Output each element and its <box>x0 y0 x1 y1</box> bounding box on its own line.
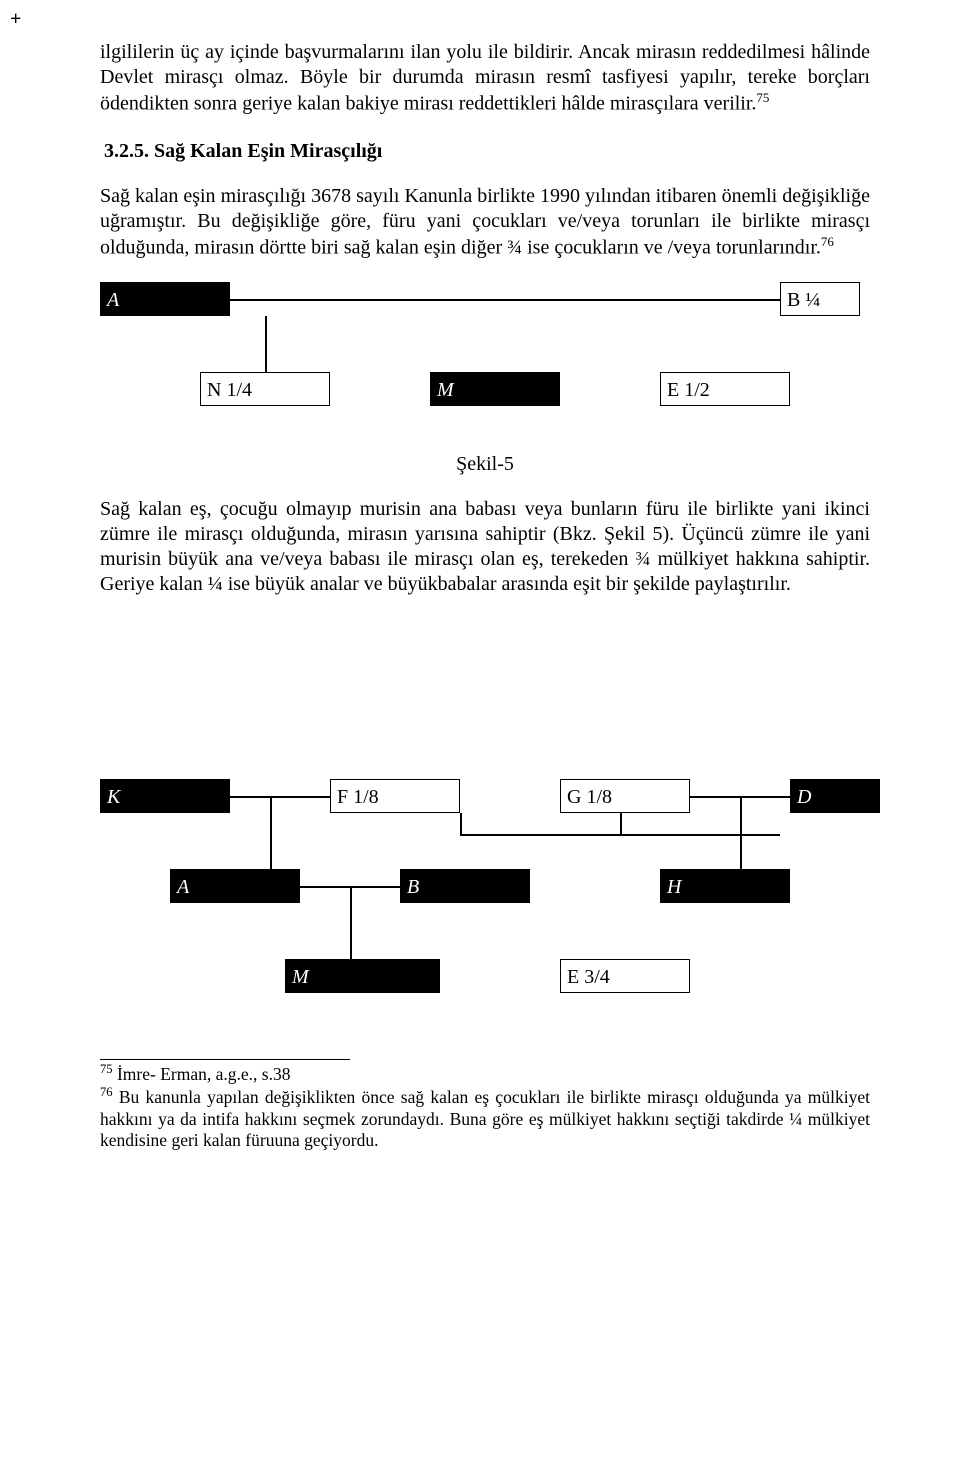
diagram-node-E34: E 3/4 <box>560 959 690 993</box>
footnote-75: 75 İmre- Erman, a.g.e., s.38 <box>100 1062 870 1085</box>
footnote-ref-76: 76 <box>821 234 834 249</box>
paragraph-2: Sağ kalan eşin mirasçılığı 3678 sayılı K… <box>100 184 870 261</box>
spacer <box>100 619 870 779</box>
connector <box>460 834 780 836</box>
diagram-node-N14: N 1/4 <box>200 372 330 406</box>
document-page: ilgililerin üç ay içinde başvurmalarını … <box>0 0 960 1191</box>
paragraph-1-text: ilgililerin üç ay içinde başvurmalarını … <box>100 41 870 115</box>
footnote-separator <box>100 1059 350 1060</box>
connector <box>265 316 267 372</box>
diagram-caption-5: Şekil-5 <box>100 452 870 477</box>
connector <box>460 813 462 834</box>
page-marker: + <box>10 8 21 31</box>
diagram-node-B: B <box>400 869 530 903</box>
footnote-76: 76 Bu kanunla yapılan değişiklikten önce… <box>100 1085 870 1151</box>
paragraph-3: Sağ kalan eş, çocuğu olmayıp murisin ana… <box>100 497 870 597</box>
diagram-node-B14: B ¼ <box>780 282 860 316</box>
diagram-node-M: M <box>430 372 560 406</box>
diagram-sekil-5: A B ¼ N 1/4 M E 1/2 <box>100 282 870 422</box>
connector <box>270 796 272 869</box>
footnote-76-num: 76 <box>100 1085 113 1099</box>
diagram-node-F18: F 1/8 <box>330 779 460 813</box>
diagram-node-D: D <box>790 779 880 813</box>
connector <box>350 886 352 959</box>
diagram-node-A: A <box>100 282 230 316</box>
footnote-76-text: Bu kanunla yapılan değişiklikten önce sa… <box>100 1087 870 1150</box>
connector <box>740 796 742 869</box>
connector <box>620 813 622 834</box>
footnote-ref-75: 75 <box>756 90 769 105</box>
diagram-node-G18: G 1/8 <box>560 779 690 813</box>
paragraph-1: ilgililerin üç ay içinde başvurmalarını … <box>100 40 870 117</box>
footnote-75-text: İmre- Erman, a.g.e., s.38 <box>113 1064 291 1084</box>
diagram-node-E12: E 1/2 <box>660 372 790 406</box>
diagram-lower: KF 1/8G 1/8DABHME 3/4 <box>100 779 870 1029</box>
footnote-75-num: 75 <box>100 1062 113 1076</box>
diagram-node-K: K <box>100 779 230 813</box>
connector <box>230 796 330 798</box>
paragraph-2-text: Sağ kalan eşin mirasçılığı 3678 sayılı K… <box>100 185 870 259</box>
section-heading: 3.2.5. Sağ Kalan Eşin Mirasçılığı <box>104 139 870 164</box>
diagram-node-M: M <box>285 959 440 993</box>
connector <box>230 299 780 301</box>
diagram-node-A: A <box>170 869 300 903</box>
diagram-node-H: H <box>660 869 790 903</box>
